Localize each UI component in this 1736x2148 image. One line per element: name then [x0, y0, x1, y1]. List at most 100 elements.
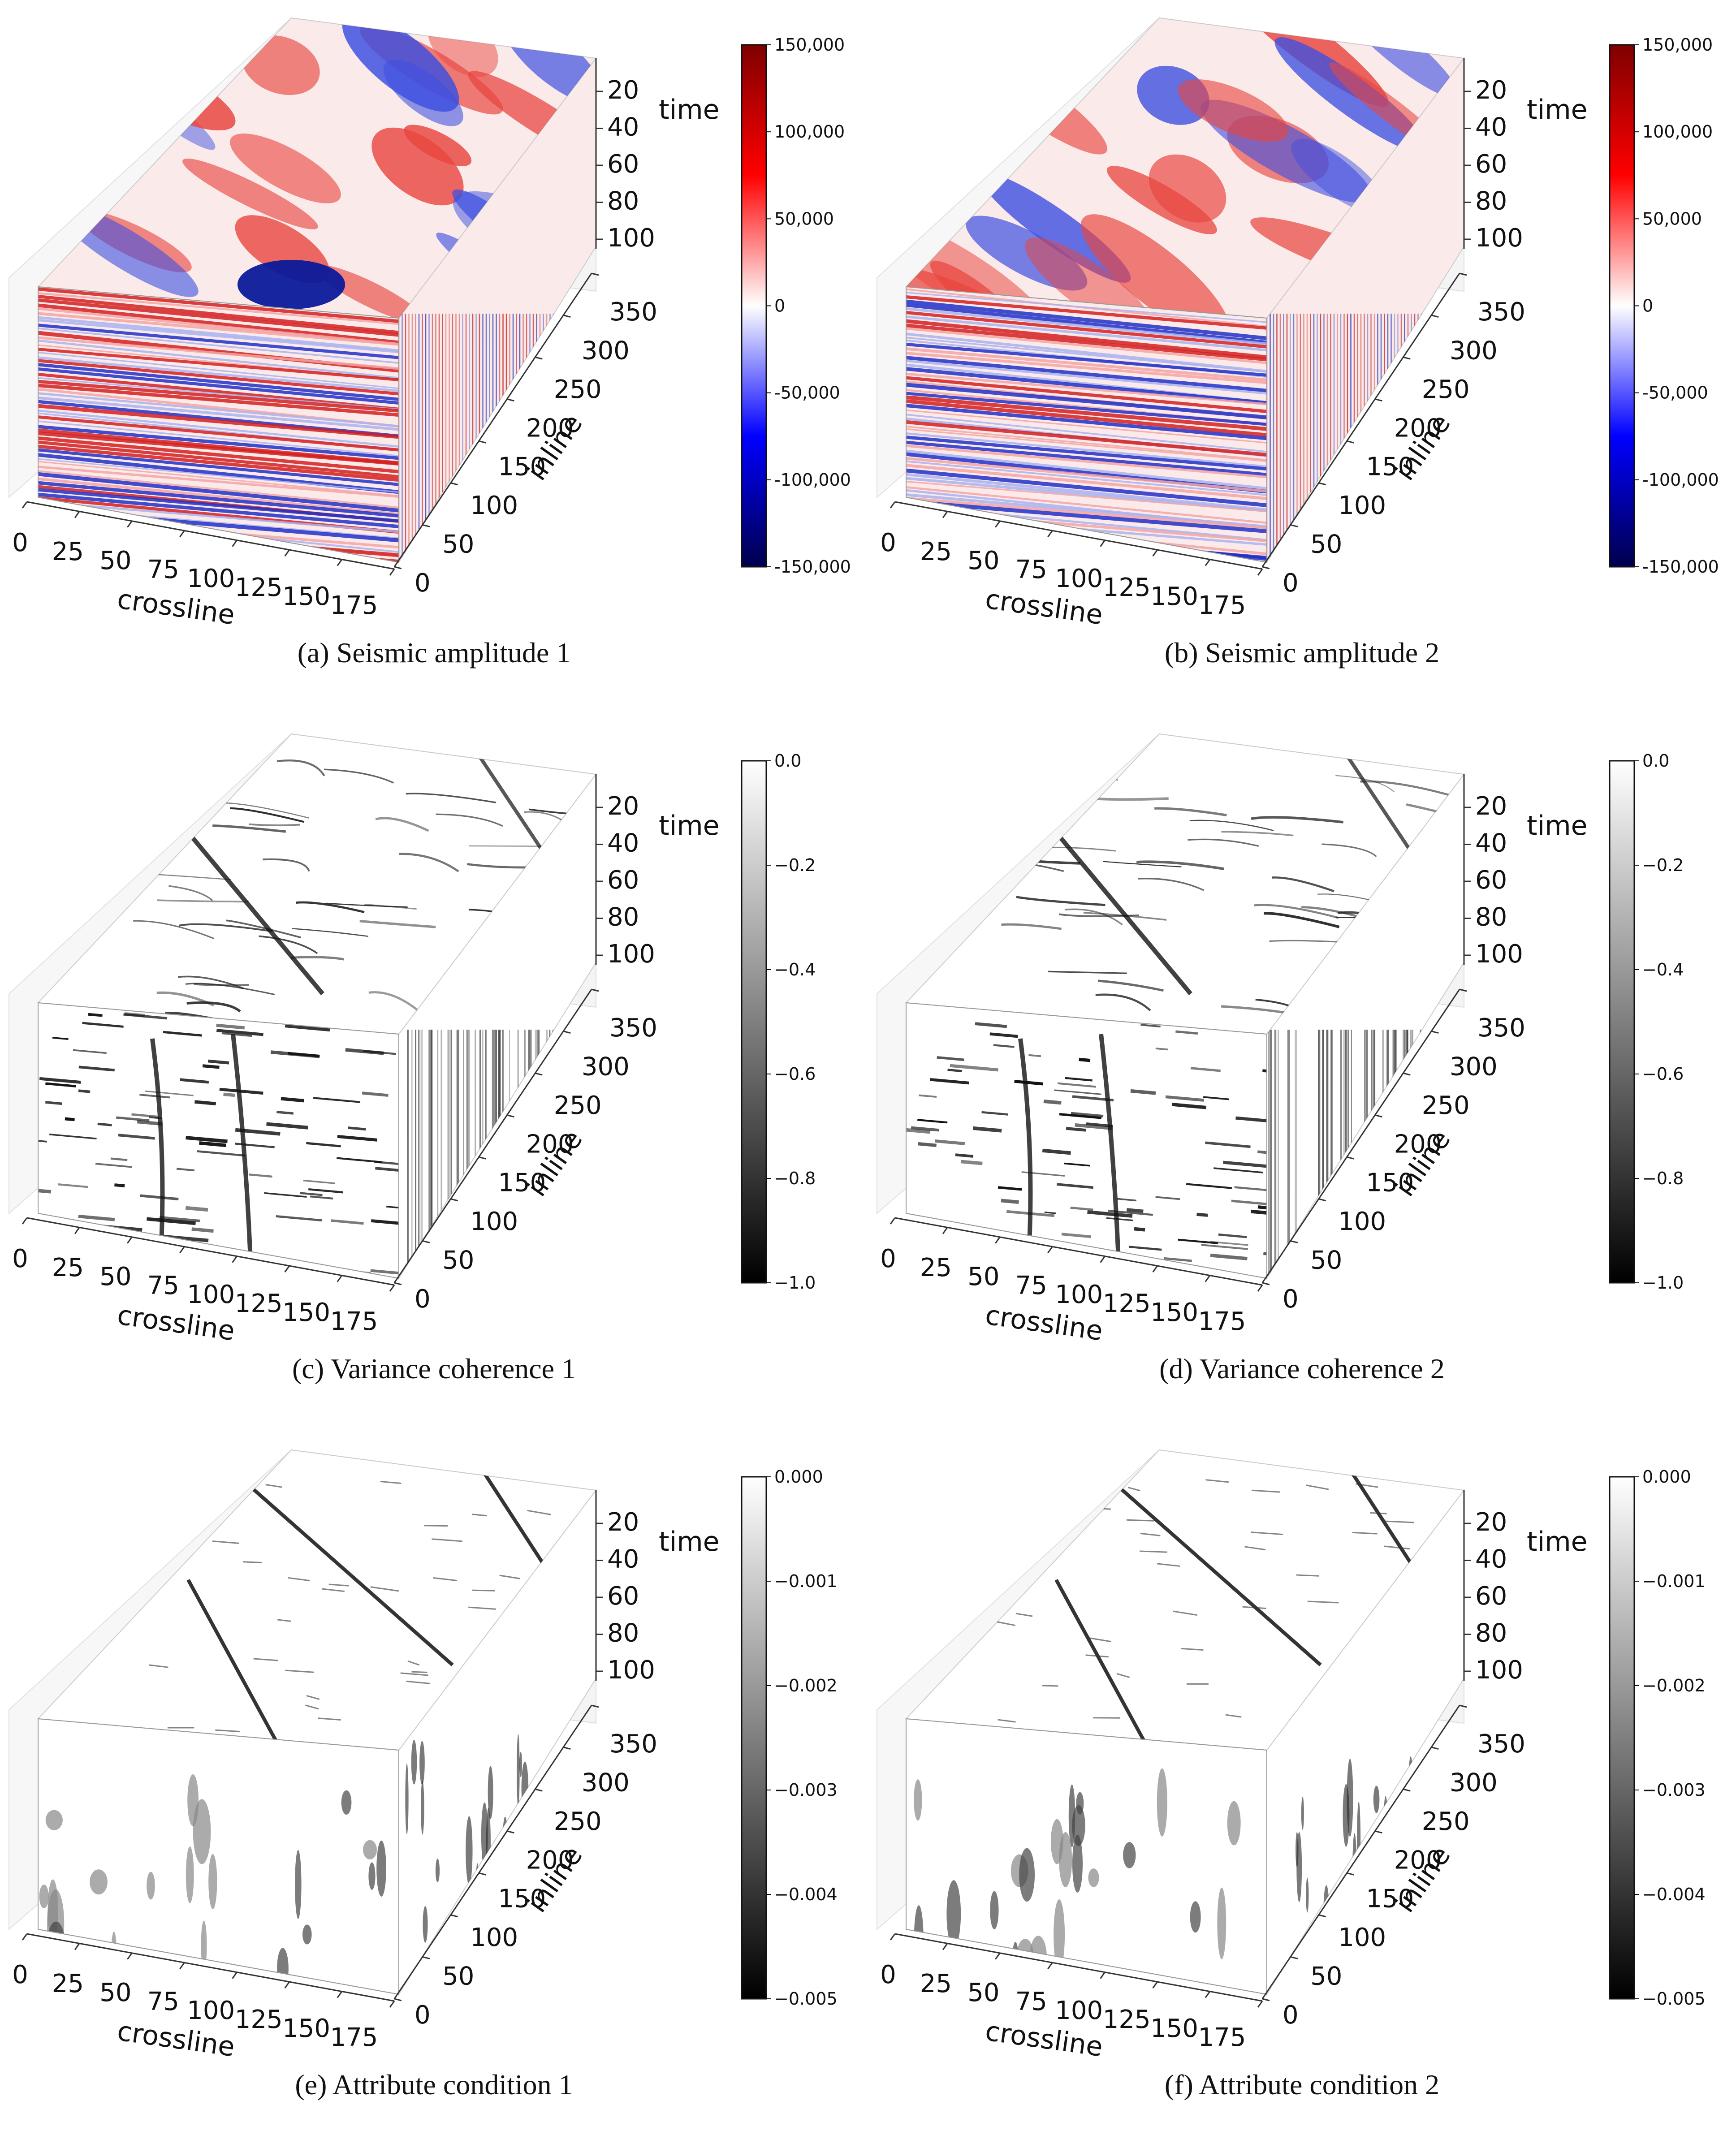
crossline-tick-mark: [74, 1227, 80, 1234]
crossline-tick-label: 0: [12, 1960, 28, 1989]
crossline-tick-label: 150: [282, 2014, 330, 2043]
inline-tick-mark: [1318, 1914, 1326, 1918]
inline-tick-label: 350: [1477, 1730, 1525, 1759]
colorbar-tick-label: −0.2: [774, 855, 816, 875]
inline-tick-label: 300: [582, 336, 630, 365]
crossline-tick-label: 125: [235, 2005, 283, 2034]
time-tick-label: 100: [1475, 940, 1523, 969]
crossline-tick-mark: [127, 1952, 133, 1960]
time-tick-label: 40: [607, 829, 639, 858]
crossline-tick-label: 175: [330, 1307, 378, 1336]
crossline-tick-mark: [1205, 559, 1211, 566]
colorbar-tick-label: -100,000: [1642, 470, 1719, 490]
crossline-tick-mark: [232, 1255, 238, 1263]
inline-tick-label: 350: [609, 1014, 657, 1043]
colorbar-tick-label: −0.002: [1642, 1676, 1706, 1695]
cube-edge: [906, 1002, 1267, 1279]
crossline-tick-label: 175: [330, 591, 378, 620]
inline-tick-mark: [1375, 398, 1382, 402]
inline-tick-label: 0: [1283, 1285, 1299, 1314]
time-tick-label: 80: [1475, 1619, 1507, 1648]
crossline-tick-label: 0: [12, 1244, 28, 1273]
time-tick-label: 20: [1475, 76, 1507, 105]
inline-tick-mark: [394, 1282, 402, 1285]
inline-tick-label: 50: [442, 1246, 474, 1275]
inline-tick-label: 250: [1422, 1091, 1470, 1120]
colorbar-tick-label: -150,000: [774, 557, 851, 577]
inline-tick-mark: [1403, 1072, 1411, 1076]
panel-c: 0 25 50 75 100 125 150 175 crossline 0 50 100 150 200…: [0, 716, 868, 1432]
crossline-tick-mark: [1257, 2001, 1263, 2008]
crossline-axis-line: [894, 1217, 1263, 1286]
inline-tick-mark: [1347, 1872, 1354, 1876]
crossline-tick-label: 75: [147, 555, 179, 584]
inline-axis-line: [393, 1705, 592, 1999]
inline-tick-label: 200: [526, 1846, 574, 1875]
crossline-tick-label: 175: [1198, 1307, 1246, 1336]
inline-tick-mark: [1347, 1156, 1354, 1160]
cube-plot: 0 25 50 75 100 125 150 175crossline050100150200…: [877, 1449, 1706, 2063]
crossline-axis-line: [894, 1933, 1263, 2002]
inline-tick-mark: [1459, 1704, 1467, 1708]
inline-tick-mark: [1290, 1240, 1298, 1243]
inline-tick-mark: [535, 1788, 543, 1792]
colorbar-tick-label: 0.0: [1642, 751, 1669, 771]
crossline-tick-mark: [1152, 1981, 1158, 1989]
cube-plot: 0 25 50 75 100 125 150 175crossline050100150200…: [9, 733, 816, 1347]
inline-tick-mark: [1375, 1830, 1382, 1834]
colorbar-tick-label: −0.004: [774, 1885, 838, 1904]
panel-b: 0 25 50 75 100 125 150 175 crossline 0 50 100 150 200…: [868, 0, 1736, 716]
crossline-tick-mark: [337, 1991, 343, 1998]
time-tick-label: 100: [1475, 1656, 1523, 1685]
crossline-tick-label: 100: [187, 1280, 235, 1309]
crossline-tick-mark: [1257, 569, 1263, 576]
colorbar-tick-label: −1.0: [1642, 1273, 1684, 1293]
time-tick-label: 60: [607, 866, 639, 895]
inline-tick-mark: [1347, 440, 1354, 444]
colorbar-tick-label: −0.8: [1642, 1169, 1684, 1188]
time-tick-label: 40: [1475, 113, 1507, 142]
panel-caption: (e) Attribute condition 1: [295, 2069, 573, 2101]
crossline-tick-mark: [179, 1246, 185, 1254]
cube-plot: 0 25 50 75 100 125 150 175crossline050100150200…: [877, 733, 1684, 1347]
crossline-tick-label: 150: [1150, 1298, 1198, 1327]
inline-tick-label: 250: [554, 375, 602, 404]
panel-a: 0 25 50 75 100 125 150 175 crossline 0 50 100 150 200…: [0, 0, 868, 716]
crossline-tick-mark: [22, 1933, 28, 1941]
inline-tick-mark: [1290, 524, 1298, 527]
crossline-tick-mark: [337, 1275, 343, 1282]
crossline-tick-label: 25: [920, 1253, 952, 1282]
crossline-tick-label: 125: [235, 573, 283, 602]
time-axis-label: time: [659, 1526, 720, 1557]
inline-tick-mark: [422, 1240, 430, 1243]
crossline-tick-label: 100: [187, 1996, 235, 2025]
colorbar-tick-label: 0: [774, 296, 785, 316]
time-tick-label: 40: [1475, 829, 1507, 858]
cube-plot: 0 25 50 75 100 125 150 175crossline050100150200…: [9, 1449, 838, 2063]
crossline-tick-mark: [284, 1981, 290, 1989]
inline-tick-mark: [450, 482, 458, 486]
colorbar-tick-label: −0.4: [774, 960, 816, 979]
inline-tick-mark: [535, 1072, 543, 1076]
crossline-tick-label: 25: [920, 537, 952, 566]
cube-edge: [38, 286, 399, 563]
inline-tick-label: 100: [1338, 1207, 1386, 1236]
crossline-tick-mark: [389, 569, 395, 576]
inline-tick-label: 250: [554, 1807, 602, 1836]
crossline-tick-mark: [284, 1265, 290, 1273]
colorbar: [741, 44, 767, 568]
inline-tick-mark: [450, 1198, 458, 1202]
crossline-tick-mark: [890, 501, 896, 509]
crossline-tick-label: 125: [1103, 1289, 1151, 1318]
time-tick-label: 20: [607, 1508, 639, 1537]
crossline-tick-label: 0: [12, 528, 28, 557]
inline-tick-label: 150: [1366, 1885, 1414, 1914]
colorbar: [1609, 1476, 1635, 2000]
inline-tick-label: 300: [1450, 1052, 1498, 1081]
time-tick-label: 80: [1475, 903, 1507, 932]
crossline-axis-line: [894, 501, 1263, 570]
inline-tick-mark: [394, 566, 402, 569]
panel-caption: (b) Seismic amplitude 2: [1164, 637, 1440, 669]
inline-tick-mark: [1431, 315, 1439, 318]
inline-tick-label: 0: [415, 1285, 431, 1314]
